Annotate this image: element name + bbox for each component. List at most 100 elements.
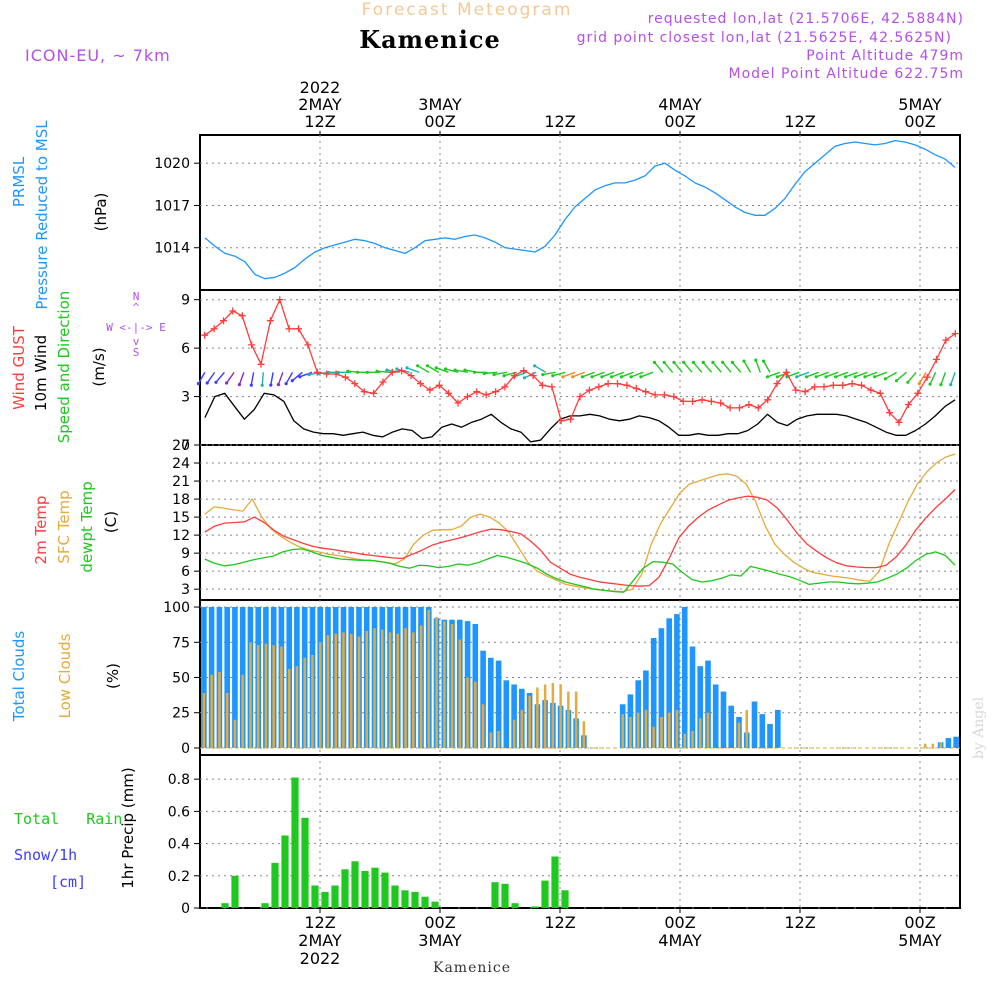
wind-direction-arrow (683, 361, 693, 373)
pressure-unit: (hPa) (92, 193, 110, 232)
wind-direction-arrow (767, 371, 780, 378)
wind-direction-head (629, 375, 633, 379)
low-clouds-bar (450, 624, 454, 748)
rain-bar (491, 882, 499, 908)
rain-bar (311, 885, 319, 908)
rain-bar (501, 883, 509, 908)
y-tick-label: 3 (181, 390, 190, 406)
wind-gust-label: Wind GUST (10, 325, 28, 410)
wind-gust-marker (876, 389, 884, 397)
total-clouds-label: Total Clouds (10, 631, 28, 723)
rain-bar (281, 835, 289, 908)
wind-gust-marker (660, 391, 668, 399)
compass-n: N (133, 290, 140, 303)
low-clouds-bar (443, 621, 446, 748)
low-clouds-bar (745, 709, 748, 748)
low-clouds-bar (202, 693, 206, 748)
low-clouds-bar (357, 636, 361, 748)
low-clouds-bar (350, 633, 353, 748)
wind-gust-marker (642, 388, 650, 396)
wind-gust-marker (717, 399, 725, 407)
total-clouds-bar (759, 714, 766, 748)
wind-direction-head (721, 360, 725, 364)
low-clouds-bar (295, 666, 299, 748)
wind-direction-arrow (611, 371, 625, 378)
watermark: by Angel (971, 696, 987, 759)
y-tick-label: 1017 (154, 198, 190, 214)
wind-direction-head (765, 375, 770, 379)
wind-direction-head (814, 375, 818, 379)
wind-gust-marker (341, 373, 349, 381)
low-clouds-bar (365, 631, 368, 748)
wind-gust-marker (351, 380, 359, 388)
wind-direction-head (298, 375, 302, 379)
wind-dir-label: Speed and Direction (55, 291, 73, 444)
wind-gust-marker (463, 393, 471, 401)
wind-direction-head (375, 369, 379, 373)
low-clouds-bar (582, 721, 586, 748)
wind-direction-arrow (493, 371, 508, 376)
rain-bar (351, 861, 359, 908)
y-tick-label: 18 (172, 492, 190, 508)
wind-direction-arrow (950, 372, 956, 385)
low-clouds-bar (249, 642, 252, 748)
wind-direction-arrow (299, 371, 313, 378)
wind-direction-arrow (712, 361, 722, 373)
compass-s: S (133, 346, 140, 359)
y-tick-label: 1020 (154, 156, 190, 172)
wind-gust-marker (482, 391, 490, 399)
rain-bar (411, 891, 419, 908)
total-clouds-bar (767, 724, 773, 748)
wind-direction-arrow (562, 371, 576, 378)
wind-gust-marker (388, 368, 396, 376)
wind-gust-marker (323, 370, 331, 378)
wind-direction-head (662, 360, 666, 364)
location-title: Kamenice (359, 25, 501, 54)
pressure-panel-frame (199, 134, 961, 291)
wind-direction-head (492, 373, 496, 377)
wind-10m-line (204, 392, 956, 443)
rain-bar (551, 856, 559, 908)
low-clouds-bar (691, 731, 694, 748)
bottom-time-label: 00Z (664, 913, 695, 932)
y-tick-label: 21 (172, 474, 190, 490)
wind-direction-head (652, 360, 657, 364)
low-clouds-bar (481, 704, 485, 748)
wind-gust-marker (632, 385, 640, 392)
wind-direction-head (600, 375, 604, 379)
wind-gust-marker (417, 380, 424, 388)
wind-direction-head (551, 374, 555, 378)
wind-direction-arrow (731, 361, 742, 373)
y-tick-label: 25 (172, 706, 190, 722)
wind-gust-marker (370, 389, 378, 397)
low-clouds-bar (326, 635, 330, 748)
total-clouds-bar (650, 638, 657, 748)
rain-bar (341, 869, 349, 908)
low-clouds-bar (621, 714, 624, 748)
compass-down: v (133, 335, 140, 348)
wind-direction-head (561, 375, 565, 379)
wind-gust-marker (754, 404, 762, 412)
low-clouds-bar (256, 645, 260, 748)
wind-gust-marker (839, 381, 847, 389)
y-tick-label: 9 (181, 546, 190, 562)
wind-direction-head (691, 360, 696, 364)
wind-gust-marker (782, 368, 790, 376)
wind-direction-head (425, 364, 430, 368)
wind-gust-marker (248, 341, 256, 349)
wind-direction-head (533, 364, 537, 368)
low-clouds-bar (567, 691, 570, 748)
wind-direction-head (205, 381, 209, 385)
wind-direction-arrow (692, 361, 703, 373)
wind-gust-marker (698, 396, 706, 404)
wind-gust-marker (539, 381, 546, 389)
compass-we: W <-|-> E (106, 321, 166, 334)
compass-legend: N ^ W <-|-> E v S (106, 290, 166, 359)
wind-direction-arrow (552, 371, 566, 377)
wind-direction-arrow (542, 371, 556, 376)
wind-direction-arrow (743, 360, 752, 373)
pressure-label-2: Pressure Reduced to MSL (33, 120, 51, 310)
wind-gust-marker (689, 397, 697, 405)
wind-gust-marker (829, 381, 837, 389)
point-altitude: Point Altitude 479m (806, 48, 964, 64)
